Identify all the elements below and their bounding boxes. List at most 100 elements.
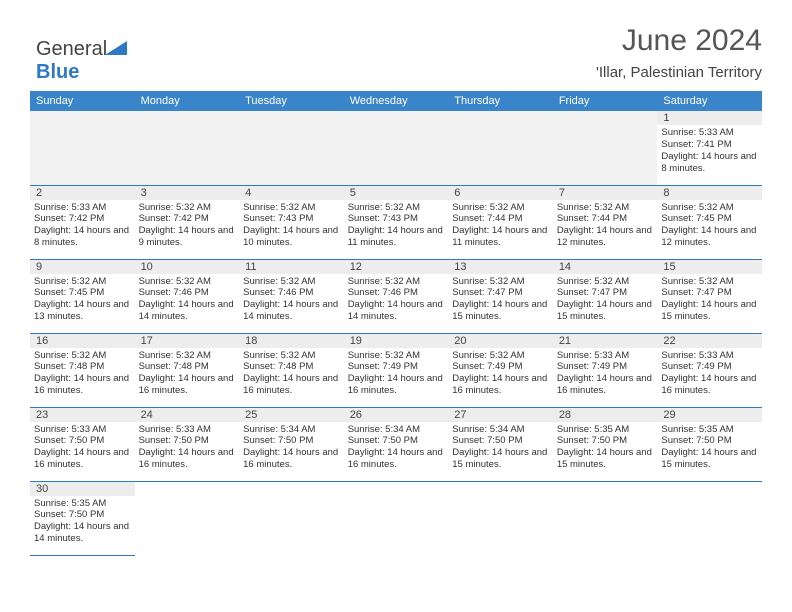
calendar-day-cell: 6 Sunrise: 5:32 AMSunset: 7:44 PMDaylight… [448, 185, 553, 259]
day-details: Sunrise: 5:32 AMSunset: 7:45 PMDaylight:… [661, 202, 758, 250]
day-number: 21 [555, 335, 571, 347]
day-details: Sunrise: 5:34 AMSunset: 7:50 PMDaylight:… [452, 424, 549, 472]
day-details: Sunrise: 5:33 AMSunset: 7:49 PMDaylight:… [557, 350, 654, 398]
day-number: 23 [32, 409, 48, 421]
day-number: 22 [659, 335, 675, 347]
day-details: Sunrise: 5:33 AMSunset: 7:49 PMDaylight:… [661, 350, 758, 398]
day-details: Sunrise: 5:35 AMSunset: 7:50 PMDaylight:… [34, 498, 131, 546]
day-number: 6 [450, 187, 460, 199]
day-number-bar: 20 [448, 334, 553, 348]
day-number: 3 [137, 187, 147, 199]
day-details: Sunrise: 5:35 AMSunset: 7:50 PMDaylight:… [661, 424, 758, 472]
day-number-bar: 9 [30, 260, 135, 274]
day-number-bar: 28 [553, 408, 658, 422]
calendar-day-cell: 1Sunrise: 5:33 AMSunset: 7:41 PMDaylight… [657, 111, 762, 185]
day-number-bar: 18 [239, 334, 344, 348]
calendar-table: SundayMondayTuesdayWednesdayThursdayFrid… [30, 91, 762, 556]
day-number-bar: 14 [553, 260, 658, 274]
weekday-header-row: SundayMondayTuesdayWednesdayThursdayFrid… [30, 91, 762, 111]
calendar-day-cell: 19Sunrise: 5:32 AMSunset: 7:49 PMDayligh… [344, 333, 449, 407]
calendar-day-cell: 29Sunrise: 5:35 AMSunset: 7:50 PMDayligh… [657, 407, 762, 481]
day-details: Sunrise: 5:32 AMSunset: 7:46 PMDaylight:… [243, 276, 340, 324]
day-number-bar: 16 [30, 334, 135, 348]
calendar-day-cell: 7 Sunrise: 5:32 AMSunset: 7:44 PMDaylight… [553, 185, 658, 259]
day-details: Sunrise: 5:32 AMSunset: 7:46 PMDaylight:… [348, 276, 445, 324]
day-number: 27 [450, 409, 466, 421]
calendar-day-cell: 20Sunrise: 5:32 AMSunset: 7:49 PMDayligh… [448, 333, 553, 407]
calendar-day-cell: 23Sunrise: 5:33 AMSunset: 7:50 PMDayligh… [30, 407, 135, 481]
day-details: Sunrise: 5:32 AMSunset: 7:48 PMDaylight:… [243, 350, 340, 398]
day-details: Sunrise: 5:32 AMSunset: 7:45 PMDaylight:… [34, 276, 131, 324]
calendar-day-cell: 15Sunrise: 5:32 AMSunset: 7:47 PMDayligh… [657, 259, 762, 333]
day-details: Sunrise: 5:33 AMSunset: 7:50 PMDaylight:… [139, 424, 236, 472]
calendar-day-cell: 14Sunrise: 5:32 AMSunset: 7:47 PMDayligh… [553, 259, 658, 333]
day-details: Sunrise: 5:32 AMSunset: 7:42 PMDaylight:… [139, 202, 236, 250]
day-number-bar: 30 [30, 482, 135, 496]
day-number-bar: 7 [553, 186, 658, 200]
calendar-day-cell: 9 Sunrise: 5:32 AMSunset: 7:45 PMDaylight… [30, 259, 135, 333]
calendar-day-cell: 18 Sunrise: 5:32 AMSunset: 7:48 PMDayligh… [239, 333, 344, 407]
day-details: Sunrise: 5:32 AMSunset: 7:48 PMDaylight:… [34, 350, 131, 398]
day-number: 12 [346, 261, 362, 273]
day-number: 11 [241, 261, 256, 273]
day-number-bar: 1 [657, 111, 762, 125]
calendar-day-cell: 4Sunrise: 5:32 AMSunset: 7:43 PMDaylight… [239, 185, 344, 259]
calendar-empty-cell [657, 481, 762, 555]
day-number: 4 [241, 187, 251, 199]
calendar-empty-cell [553, 111, 658, 185]
day-number-bar: 10 [135, 260, 240, 274]
calendar-empty-cell [30, 111, 135, 185]
calendar-day-cell: 25Sunrise: 5:34 AMSunset: 7:50 PMDayligh… [239, 407, 344, 481]
weekday-header: Saturday [657, 91, 762, 111]
day-number-bar: 21 [553, 334, 658, 348]
calendar-empty-cell [135, 481, 240, 555]
weekday-header: Thursday [448, 91, 553, 111]
logo-text-1: General [36, 38, 107, 60]
calendar-day-cell: 17 Sunrise: 5:32 AMSunset: 7:48 PMDayligh… [135, 333, 240, 407]
day-number: 14 [555, 261, 571, 273]
day-number: 25 [241, 409, 257, 421]
day-number-bar: 3 [135, 186, 240, 200]
day-number-bar: 2 [30, 186, 135, 200]
day-details: Sunrise: 5:32 AMSunset: 7:44 PMDaylight:… [557, 202, 654, 250]
day-number: 17 [137, 335, 153, 347]
logo-text-2: Blue [36, 61, 79, 83]
day-number: 20 [450, 335, 466, 347]
calendar-day-cell: 26 Sunrise: 5:34 AMSunset: 7:50 PMDayligh… [344, 407, 449, 481]
day-number: 18 [241, 335, 257, 347]
day-details: Sunrise: 5:32 AMSunset: 7:47 PMDaylight:… [452, 276, 549, 324]
calendar-day-cell: 16 Sunrise: 5:32 AMSunset: 7:48 PMDayligh… [30, 333, 135, 407]
day-details: Sunrise: 5:32 AMSunset: 7:48 PMDaylight:… [139, 350, 236, 398]
day-details: Sunrise: 5:32 AMSunset: 7:46 PMDaylight:… [139, 276, 236, 324]
day-number: 10 [137, 261, 153, 273]
day-details: Sunrise: 5:32 AMSunset: 7:47 PMDaylight:… [661, 276, 758, 324]
day-number: 26 [346, 409, 362, 421]
day-number-bar: 5 [344, 186, 449, 200]
weekday-header: Tuesday [239, 91, 344, 111]
day-number-bar: 12 [344, 260, 449, 274]
day-number: 24 [137, 409, 153, 421]
logo-triangle-icon [105, 41, 127, 57]
day-details: Sunrise: 5:32 AMSunset: 7:49 PMDaylight:… [348, 350, 445, 398]
day-number: 28 [555, 409, 571, 421]
day-number-bar: 23 [30, 408, 135, 422]
calendar-empty-cell [239, 481, 344, 555]
day-details: Sunrise: 5:32 AMSunset: 7:44 PMDaylight:… [452, 202, 549, 250]
calendar-empty-cell [448, 111, 553, 185]
calendar-empty-cell [239, 111, 344, 185]
day-number-bar: 25 [239, 408, 344, 422]
calendar-day-cell: 8Sunrise: 5:32 AMSunset: 7:45 PMDaylight… [657, 185, 762, 259]
calendar-day-cell: 5Sunrise: 5:32 AMSunset: 7:43 PMDaylight… [344, 185, 449, 259]
day-number: 30 [32, 483, 48, 495]
weekday-header: Sunday [30, 91, 135, 111]
calendar-day-cell: 13Sunrise: 5:32 AMSunset: 7:47 PMDayligh… [448, 259, 553, 333]
calendar-day-cell: 30 Sunrise: 5:35 AMSunset: 7:50 PMDayligh… [30, 481, 135, 555]
calendar-day-cell: 2Sunrise: 5:33 AMSunset: 7:42 PMDaylight… [30, 185, 135, 259]
day-details: Sunrise: 5:34 AMSunset: 7:50 PMDaylight:… [348, 424, 445, 472]
day-number-bar: 27 [448, 408, 553, 422]
calendar-day-cell: 10 Sunrise: 5:32 AMSunset: 7:46 PMDayligh… [135, 259, 240, 333]
calendar-week-row: 30 Sunrise: 5:35 AMSunset: 7:50 PMDayligh… [30, 481, 762, 555]
day-number: 7 [555, 187, 565, 199]
calendar-week-row: 2Sunrise: 5:33 AMSunset: 7:42 PMDaylight… [30, 185, 762, 259]
calendar-day-cell: 21 Sunrise: 5:33 AMSunset: 7:49 PMDayligh… [553, 333, 658, 407]
